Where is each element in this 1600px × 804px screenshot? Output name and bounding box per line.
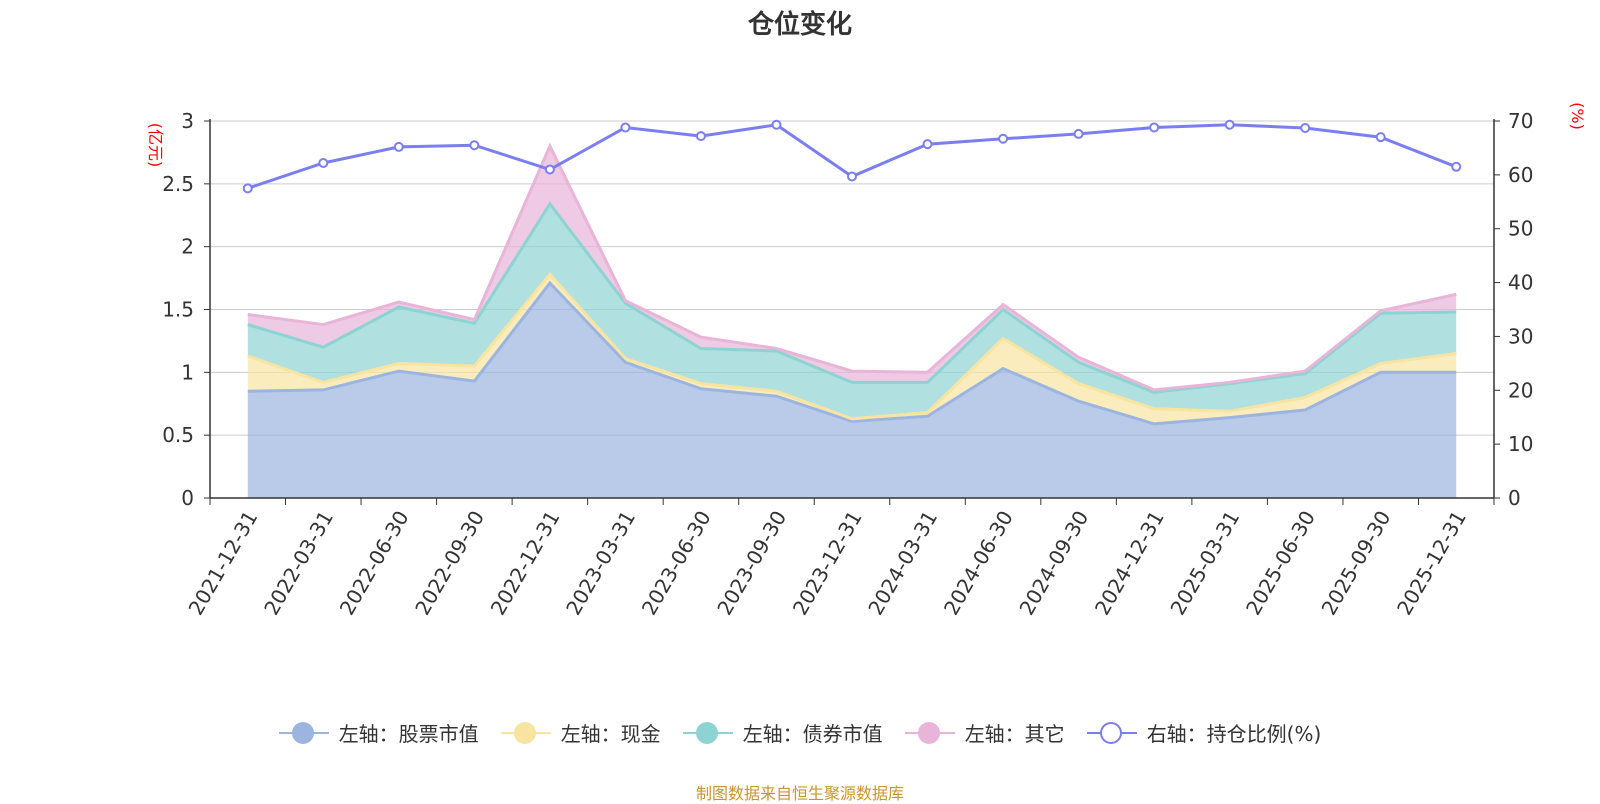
right-axis-tick-label: 50 [1508,217,1533,241]
legend-item-stock[interactable]: 左轴：股票市值 [278,718,479,747]
ratio-point [1300,123,1311,134]
left-axis-tick-label: 1.5 [162,298,194,322]
x-axis-tick-label: 2022-03-31 [259,507,338,620]
x-axis-tick-label: 2022-06-30 [335,506,414,619]
legend-swatch-icon [904,721,955,745]
ratio-point [1149,122,1160,133]
left-axis-tick-label: 3 [181,109,194,133]
ratio-point [771,119,782,130]
x-axis-tick-label: 2025-12-31 [1392,507,1471,620]
x-axis-tick-label: 2023-09-30 [712,507,791,620]
ratio-point [242,183,253,194]
area-左轴：股票市值 [247,283,1457,498]
ratio-point [695,131,706,142]
ratio-point [1451,161,1462,172]
left-axis-tick-label: 0.5 [162,423,194,447]
x-axis-tick-label: 2024-06-30 [939,507,1018,620]
legend-label: 右轴：持仓比例(%) [1146,722,1322,746]
data-source-note: 制图数据来自恒生聚源数据库 [695,784,904,803]
right-axis-tick-label: 30 [1508,324,1533,348]
right-axis-tick-label: 40 [1508,271,1533,295]
x-axis-tick-label: 2022-09-30 [410,506,489,619]
ratio-point [318,158,329,169]
x-axis-tick-label: 2024-03-31 [863,507,942,620]
ratio-point [1375,132,1386,143]
x-axis-tick-label: 2024-09-30 [1014,507,1093,620]
legend-swatch-icon [278,721,329,745]
legend-item-bond[interactable]: 左轴：债券市值 [682,718,883,747]
right-axis-tick-label: 10 [1508,432,1533,456]
left-axis-unit-label: (亿元) [146,123,165,168]
x-axis-tick-label: 2025-06-30 [1241,507,1320,620]
left-axis-tick-label: 2 [181,235,194,259]
area-line-左轴：股票市值 [247,280,1457,426]
x-axis-tick-label: 2021-12-31 [184,507,263,620]
x-axis-tick-label: 2025-09-30 [1317,507,1396,620]
legend: 左轴：股票市值 左轴：现金 左轴：债券市值 左轴：其它 右轴：持仓比例(%) [0,718,1600,747]
ratio-point [1073,128,1084,139]
right-axis-unit-label: (%) [1568,102,1587,130]
ratio-point [847,171,857,182]
x-axis-tick-label: 2023-12-31 [788,507,867,620]
legend-swatch-icon [682,721,733,745]
area-line-左轴：其它 [247,142,1457,392]
x-axis-tick-label: 2022-12-31 [486,507,565,620]
legend-item-other[interactable]: 左轴：其它 [904,718,1065,747]
right-axis-tick-label: 0 [1508,486,1521,510]
legend-item-ratio[interactable]: 右轴：持仓比例(%) [1086,718,1322,747]
left-axis-tick-label: 0 [181,486,194,510]
x-axis-tick-label: 2023-06-30 [637,507,716,620]
legend-label: 左轴：股票市值 [338,722,479,746]
ratio-point [1224,119,1235,130]
right-axis-tick-label: 70 [1508,109,1533,133]
area-line-左轴：现金 [247,271,1457,421]
right-axis-tick-label: 20 [1508,378,1533,402]
legend-swatch-icon [1086,721,1137,745]
ratio-point [620,122,631,133]
area-line-左轴：债券市值 [247,201,1457,394]
ratio-point [922,139,933,150]
left-axis-tick-label: 1 [181,360,194,384]
x-axis-tick-label: 2025-03-31 [1165,507,1244,620]
chart-title: 仓位变化 [747,10,852,40]
left-axis-tick-label: 2.5 [162,172,194,196]
legend-label: 左轴：现金 [560,722,661,746]
legend-label: 左轴：其它 [964,722,1065,746]
legend-item-cash[interactable]: 左轴：现金 [500,718,661,747]
legend-swatch-icon [500,721,551,745]
ratio-point [469,140,480,151]
legend-label: 左轴：债券市值 [742,722,883,746]
x-axis-tick-label: 2024-12-31 [1090,507,1169,620]
x-axis-tick-label: 2023-03-31 [561,507,640,620]
right-axis-tick-label: 60 [1508,163,1533,187]
ratio-point [393,141,404,152]
ratio-point [544,164,555,175]
area-左轴：债券市值 [247,203,1457,419]
ratio-point [998,133,1009,144]
